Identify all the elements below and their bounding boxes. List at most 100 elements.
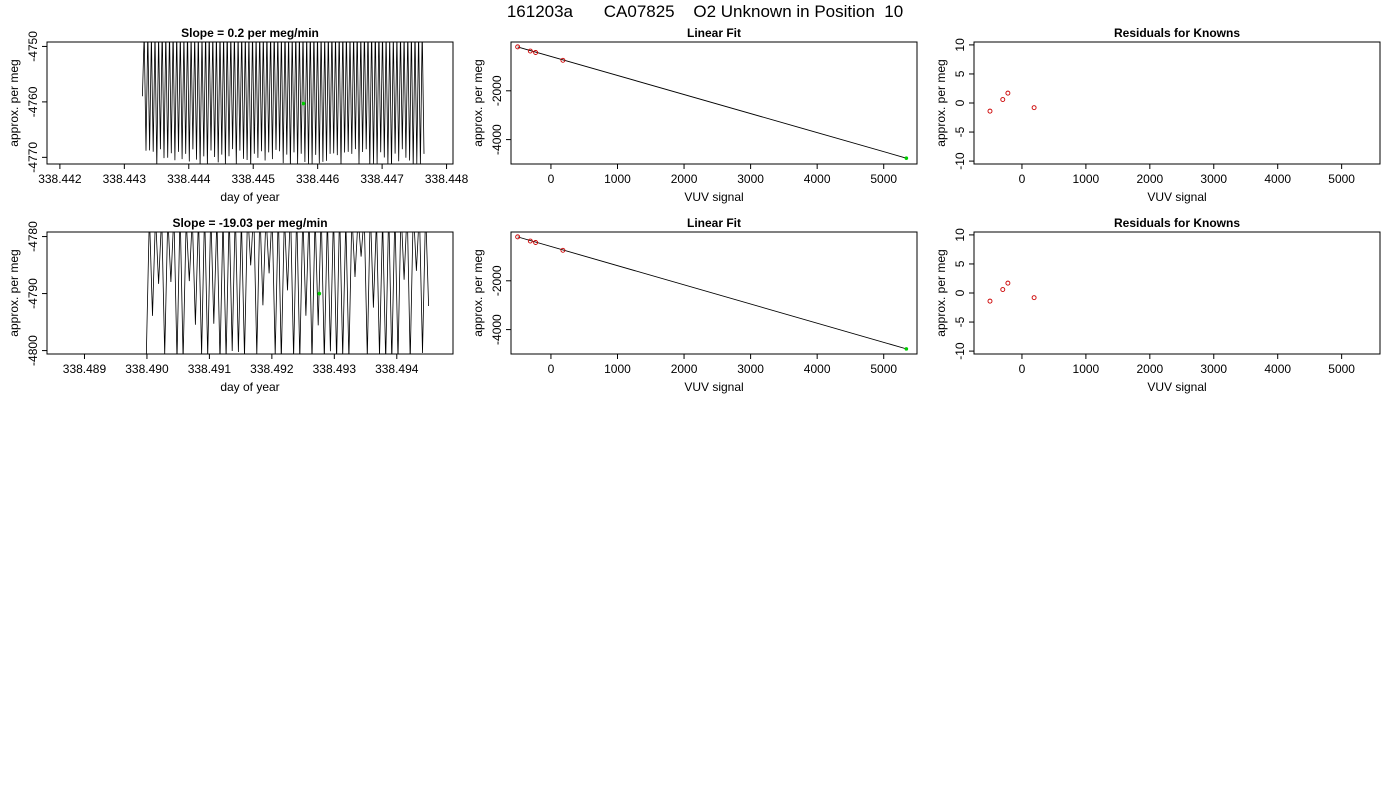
x-tick-label: 338.447 xyxy=(360,172,404,186)
y-tick-label: -4000 xyxy=(490,124,504,155)
residual-point xyxy=(1000,287,1006,292)
y-axis-label: approx. per meg xyxy=(934,59,948,146)
x-tick-label: 338.494 xyxy=(375,362,419,376)
x-tick-label: 338.492 xyxy=(250,362,294,376)
residual-point xyxy=(987,108,993,114)
y-tick-label: -4000 xyxy=(490,314,504,345)
y-tick-label: -10 xyxy=(953,342,967,360)
x-tick-label: 5000 xyxy=(1328,172,1355,186)
residual-point xyxy=(1005,90,1011,96)
plot-frame xyxy=(973,41,1381,165)
mean-marker xyxy=(301,101,306,106)
x-tick-label: 4000 xyxy=(804,362,831,376)
chart-title: Slope = 0.2 per meg/min xyxy=(181,26,319,40)
unknown-point xyxy=(904,156,909,160)
position-description: O2 Unknown in Position 10 xyxy=(693,2,903,21)
x-axis-label: VUV signal xyxy=(684,380,743,394)
residual-point xyxy=(1031,295,1037,301)
plot-frame xyxy=(510,41,918,165)
x-tick-label: 3000 xyxy=(737,362,764,376)
known-point xyxy=(527,238,533,244)
y-axis-label: approx. per meg xyxy=(471,249,485,336)
known-point xyxy=(515,234,521,240)
y-tick-label: -10 xyxy=(953,152,967,170)
x-tick-label: 338.493 xyxy=(313,362,357,376)
x-tick-label: 0 xyxy=(1019,362,1026,376)
y-tick-label: 0 xyxy=(953,289,967,296)
mean-marker xyxy=(317,291,322,296)
chart-title: Linear Fit xyxy=(687,216,741,230)
cylinder-id: CA07825 xyxy=(604,2,675,21)
data-series-line xyxy=(145,232,429,354)
x-tick-label: 5000 xyxy=(1328,362,1355,376)
chart-title: Linear Fit xyxy=(687,26,741,40)
y-tick-label: -5 xyxy=(953,126,967,137)
figure-title: 161203a CA07825 O2 Unknown in Position 1… xyxy=(507,2,903,21)
x-tick-label: 338.489 xyxy=(63,362,107,376)
x-tick-label: 338.448 xyxy=(425,172,469,186)
x-tick-label: 0 xyxy=(1019,172,1026,186)
plot-frame xyxy=(510,231,918,355)
plot-area xyxy=(987,90,1037,114)
x-tick-label: 1000 xyxy=(604,172,631,186)
plot-frame xyxy=(46,231,454,355)
y-tick-label: 10 xyxy=(953,38,967,52)
y-tick-label: -4750 xyxy=(26,31,40,62)
y-tick-label: 5 xyxy=(953,260,967,267)
known-point xyxy=(533,240,539,245)
chart-panel-res1: Residuals for Knowns VUV signal approx. pe… xyxy=(934,26,1381,204)
chart-title: Residuals for Knowns xyxy=(1114,26,1240,40)
x-tick-label: 338.490 xyxy=(125,362,169,376)
x-tick-label: 3000 xyxy=(1200,362,1227,376)
y-tick-label: -4790 xyxy=(26,278,40,309)
x-tick-label: 4000 xyxy=(804,172,831,186)
residual-point xyxy=(1005,280,1011,286)
x-tick-label: 5000 xyxy=(870,362,897,376)
x-tick-label: 5000 xyxy=(870,172,897,186)
plot-area xyxy=(142,42,425,164)
known-point xyxy=(560,247,566,253)
y-tick-label: -4760 xyxy=(26,86,40,117)
y-axis-label: approx. per meg xyxy=(934,249,948,336)
plot-area xyxy=(515,234,909,351)
known-point xyxy=(527,48,533,54)
unknown-point xyxy=(904,347,909,351)
x-tick-label: 338.443 xyxy=(103,172,147,186)
y-axis-label: approx. per meg xyxy=(7,59,21,146)
known-point xyxy=(533,50,539,55)
x-axis-label: VUV signal xyxy=(1147,380,1206,394)
fit-line xyxy=(517,236,907,350)
y-tick-label: -2000 xyxy=(490,75,504,106)
panel-grid: Slope = 0.2 per meg/min day of year approx… xyxy=(7,26,1381,394)
chart-panel-fit1: Linear Fit VUV signal approx. per meg 0 1000… xyxy=(471,26,918,204)
y-tick-label: 0 xyxy=(953,99,967,106)
chart-title: Residuals for Knowns xyxy=(1114,216,1240,230)
x-tick-label: 2000 xyxy=(671,172,698,186)
plot-area xyxy=(987,280,1037,304)
y-tick-label: -5 xyxy=(953,316,967,327)
x-tick-label: 3000 xyxy=(1200,172,1227,186)
run-id: 161203a xyxy=(507,2,574,21)
residual-point xyxy=(987,298,993,304)
chart-panel-fit2: Linear Fit VUV signal approx. per meg 0 1000… xyxy=(471,216,918,394)
plot-area xyxy=(515,44,909,160)
x-tick-label: 338.446 xyxy=(296,172,340,186)
y-tick-label: -4770 xyxy=(26,142,40,173)
chart-panel-ts1: Slope = 0.2 per meg/min day of year approx… xyxy=(7,26,469,204)
x-tick-label: 1000 xyxy=(604,362,631,376)
x-axis-label: day of year xyxy=(220,380,279,394)
x-tick-label: 338.445 xyxy=(232,172,276,186)
x-tick-label: 3000 xyxy=(737,172,764,186)
known-point xyxy=(560,57,566,63)
residual-point xyxy=(1000,97,1006,102)
residual-point xyxy=(1031,105,1037,111)
x-tick-label: 4000 xyxy=(1264,172,1291,186)
x-tick-label: 1000 xyxy=(1073,362,1100,376)
chart-panel-ts2: Slope = -19.03 per meg/min day of year app… xyxy=(7,216,454,394)
known-point xyxy=(515,44,521,50)
x-tick-label: 0 xyxy=(548,362,555,376)
y-tick-label: 5 xyxy=(953,70,967,77)
data-series-line xyxy=(142,42,425,164)
x-tick-label: 2000 xyxy=(1136,172,1163,186)
